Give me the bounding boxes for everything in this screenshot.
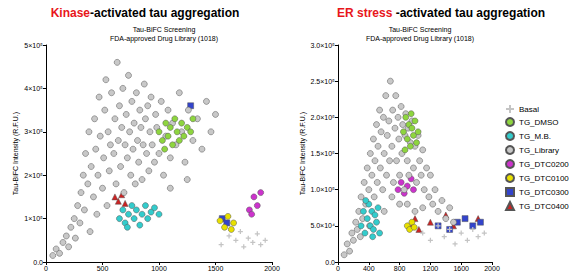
svg-text:TG_DTC0200: TG_DTC0200 — [519, 160, 569, 169]
svg-text:400: 400 — [363, 265, 375, 272]
svg-text:0.0: 0.0 — [33, 259, 43, 266]
svg-text:2000: 2000 — [264, 265, 280, 272]
svg-text:2.0×10⁵: 2.0×10⁵ — [310, 114, 335, 121]
svg-text:Tau-BiFC Intensity (R.F.U.): Tau-BiFC Intensity (R.F.U.) — [299, 112, 307, 195]
svg-text:3.0×10⁵: 3.0×10⁵ — [310, 42, 335, 49]
svg-text:-activated tau aggregation: -activated tau aggregation — [90, 6, 239, 20]
svg-text:2×10⁵: 2×10⁵ — [24, 172, 43, 179]
svg-text:0: 0 — [44, 265, 48, 272]
svg-text:Basal: Basal — [519, 105, 539, 114]
svg-text:1000: 1000 — [151, 265, 167, 272]
svg-text:800: 800 — [394, 265, 406, 272]
svg-text:0.0: 0.0 — [325, 259, 335, 266]
svg-text:1.5×10⁵: 1.5×10⁵ — [310, 150, 335, 157]
svg-text:2000: 2000 — [484, 265, 500, 272]
svg-text:1200: 1200 — [423, 265, 439, 272]
svg-text:Tau-BiFC Intensity (R.F.U.): Tau-BiFC Intensity (R.F.U.) — [12, 112, 20, 195]
svg-text:500: 500 — [97, 265, 109, 272]
svg-text:2.5×10⁵: 2.5×10⁵ — [310, 78, 335, 85]
svg-text:0: 0 — [336, 265, 340, 272]
svg-text:FDA-approved Drug Library (101: FDA-approved Drug Library (1018) — [366, 35, 474, 43]
svg-text:Tau-BiFC Screening: Tau-BiFC Screening — [389, 26, 452, 34]
svg-text:1600: 1600 — [453, 265, 469, 272]
svg-text:TG_DMSO: TG_DMSO — [519, 118, 559, 127]
svg-text:Kinase: Kinase — [51, 6, 91, 20]
svg-text:Tau-BiFC Screening: Tau-BiFC Screening — [133, 26, 196, 34]
svg-text:TG_DTC0400: TG_DTC0400 — [519, 202, 569, 211]
svg-text:1500: 1500 — [208, 265, 224, 272]
svg-text:1.0×10⁵: 1.0×10⁵ — [310, 186, 335, 193]
svg-text:ER stress: ER stress — [337, 6, 393, 20]
svg-text:TG_DTC0300: TG_DTC0300 — [519, 188, 569, 197]
svg-text:4×10⁵: 4×10⁵ — [24, 85, 43, 92]
svg-text:5.0×10⁴: 5.0×10⁴ — [310, 222, 335, 229]
svg-text:TG_M.B.: TG_M.B. — [519, 132, 551, 141]
svg-text:TG_DTC0100: TG_DTC0100 — [519, 174, 569, 183]
svg-text:3×10⁵: 3×10⁵ — [24, 128, 43, 135]
svg-text:1×10⁵: 1×10⁵ — [24, 215, 43, 222]
svg-text:-activated tau aggregation: -activated tau aggregation — [392, 6, 545, 20]
svg-text:FDA-approved Drug Library (101: FDA-approved Drug Library (1018) — [110, 35, 218, 43]
svg-text:TG_Library: TG_Library — [519, 146, 559, 155]
svg-text:5×10⁵: 5×10⁵ — [24, 42, 43, 49]
